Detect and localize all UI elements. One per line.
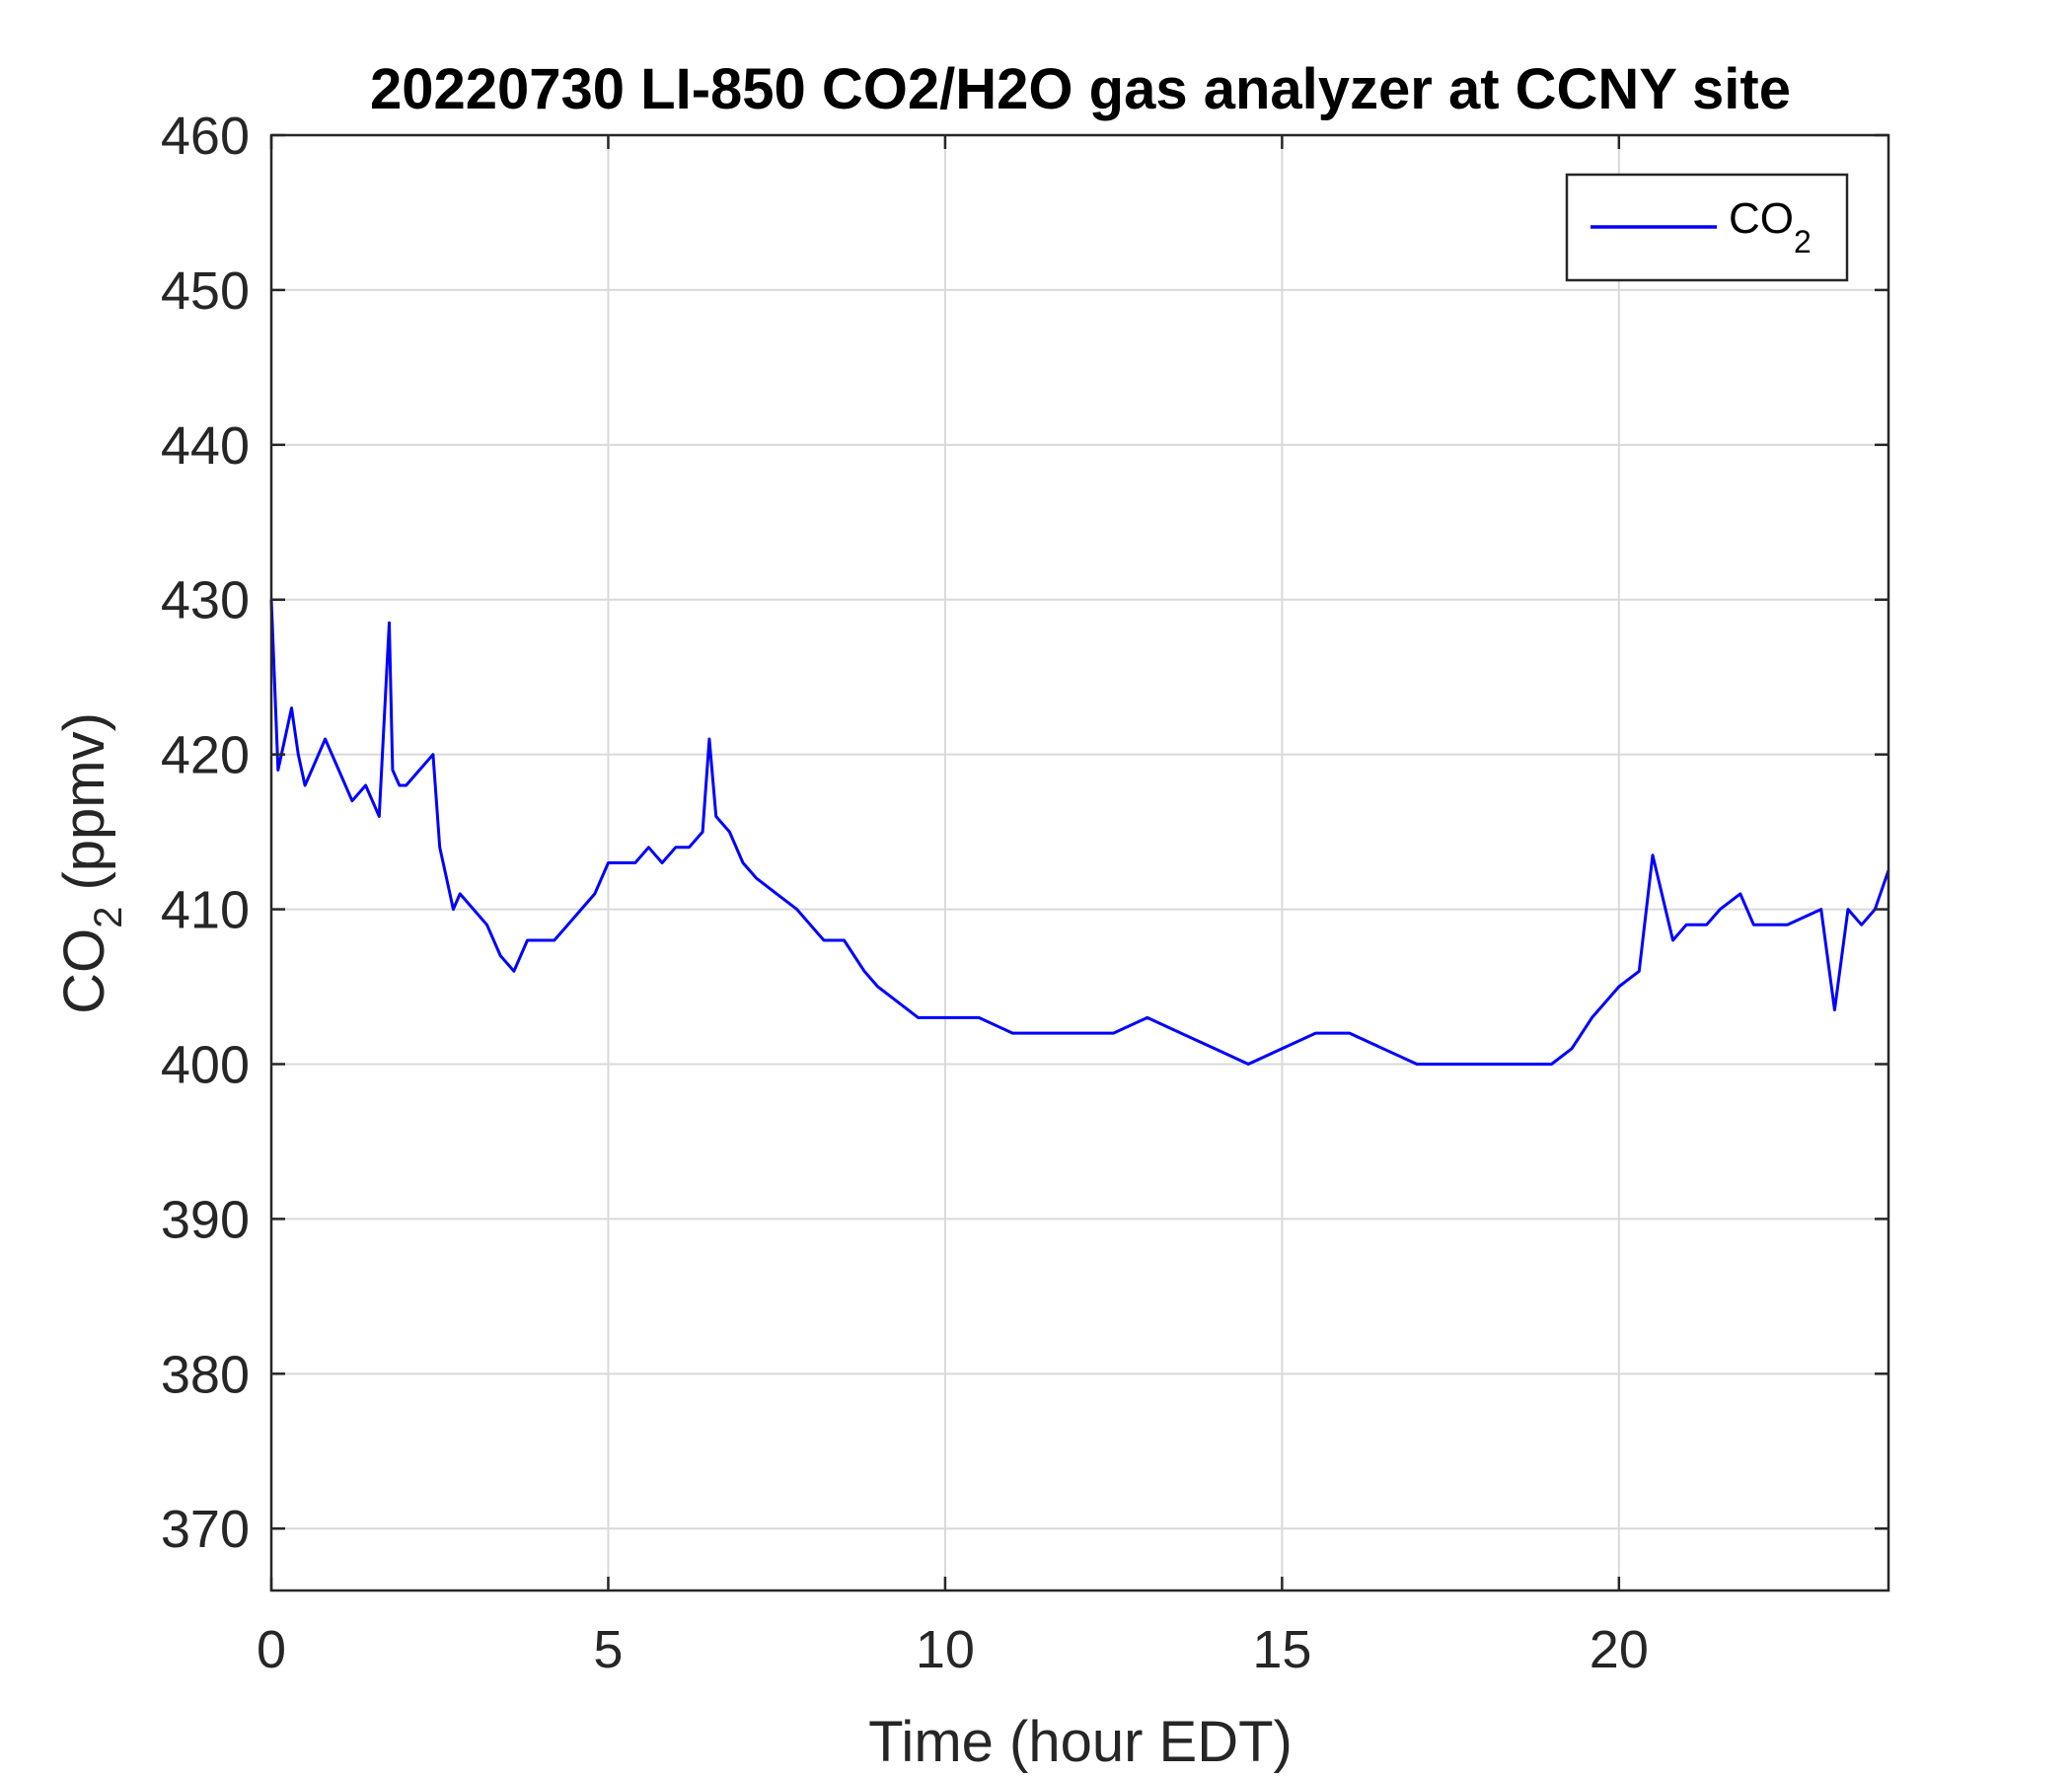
y-tick-label: 400 [161, 1035, 250, 1094]
y-tick-label: 440 [161, 416, 250, 476]
y-axis-label: CO2 (ppmv) [52, 712, 130, 1014]
y-tick-label: 450 [161, 261, 250, 321]
y-axis-label-subscript: 2 [87, 907, 130, 928]
y-tick-label: 430 [161, 571, 250, 630]
chart-title: 20220730 LI-850 CO2/H2O gas analyzer at … [370, 57, 1791, 121]
legend: CO2 [1565, 173, 1849, 282]
series-layer [269, 599, 1890, 1066]
x-tick-label: 20 [1590, 1620, 1649, 1679]
legend-label-main: CO [1729, 194, 1794, 243]
y-axis-label-unit: (ppmv) [52, 712, 116, 907]
x-tick-label: 5 [593, 1620, 623, 1679]
plot-area [271, 135, 1888, 1591]
x-axis-label: Time (hour EDT) [868, 1710, 1293, 1774]
y-tick-label: 460 [161, 107, 250, 166]
legend-label-subscript: 2 [1794, 224, 1812, 259]
tick-labels: 0 5 10 15 20 370 380 390 400 410 420 430 440 450 460 [161, 107, 1649, 1679]
y-tick-label: 420 [161, 726, 250, 785]
y-tick-label: 380 [161, 1345, 250, 1404]
y-axis-label-main: CO [52, 928, 116, 1014]
series-line-co2 [269, 599, 1890, 1066]
x-tick-label: 0 [257, 1620, 286, 1679]
axes-frame [269, 133, 1890, 1592]
x-tick-label: 10 [916, 1620, 975, 1679]
y-tick-label: 410 [161, 881, 250, 940]
x-tick-label: 15 [1252, 1620, 1311, 1679]
legend-label-co2: CO2 [1729, 194, 1812, 259]
tick-marks [269, 133, 1888, 1591]
y-tick-label: 370 [161, 1500, 250, 1559]
y-tick-label: 390 [161, 1190, 250, 1249]
